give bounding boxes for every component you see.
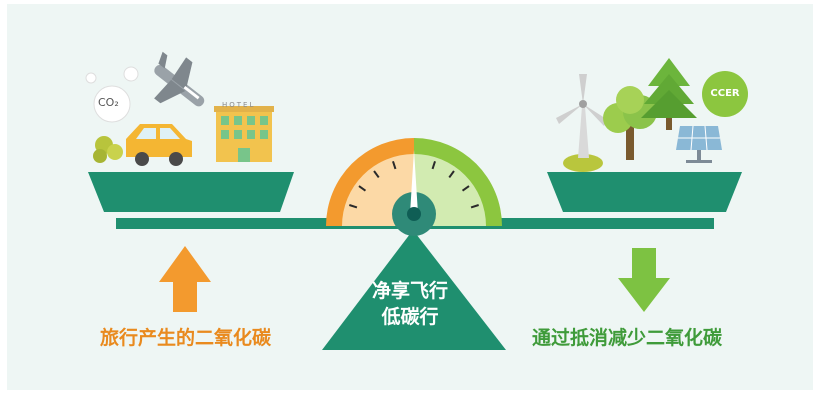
arrow-up-icon (159, 246, 211, 312)
gauge-tick (431, 161, 436, 170)
gauge-tick (392, 161, 397, 170)
ccer-badge-icon (702, 71, 748, 117)
gauge-tick (461, 185, 470, 192)
hotel-icon (214, 106, 274, 162)
right-tray (547, 172, 742, 212)
arrow-down-icon (618, 248, 670, 312)
co2-label: CO₂ (98, 96, 119, 109)
gauge-tick (373, 170, 380, 179)
ccer-badge-label: CCER (710, 88, 740, 99)
solar-panel-icon (676, 125, 722, 163)
wind-turbine-icon (556, 74, 608, 172)
hotel-window (234, 130, 242, 139)
tree-icon (603, 86, 657, 160)
gauge-tick (358, 185, 367, 192)
gauge-icon (326, 138, 502, 236)
car-icon (93, 124, 192, 166)
hotel-window (260, 130, 268, 139)
gauge-tick (470, 204, 479, 209)
hotel-window (260, 116, 268, 125)
airplane-icon (154, 51, 205, 107)
gauge-tick (448, 170, 455, 179)
hotel-window (221, 130, 229, 139)
hotel-window (234, 116, 242, 125)
hotel-window (247, 116, 255, 125)
co2-cloud-icon (85, 66, 139, 123)
pine-tree-icon (641, 58, 697, 130)
right-caption: 通过抵消减少二氧化碳 (532, 327, 723, 349)
left-caption: 旅行产生的二氧化碳 (100, 327, 272, 349)
center-title-line1: 净享飞行 (371, 280, 448, 302)
hotel-window (247, 130, 255, 139)
hotel-window (221, 116, 229, 125)
hotel-sign: HOTEL (222, 101, 256, 109)
fulcrum (322, 230, 506, 350)
center-title-line2: 低碳行 (381, 306, 439, 328)
gauge-tick (349, 204, 358, 209)
left-tray (88, 172, 294, 212)
